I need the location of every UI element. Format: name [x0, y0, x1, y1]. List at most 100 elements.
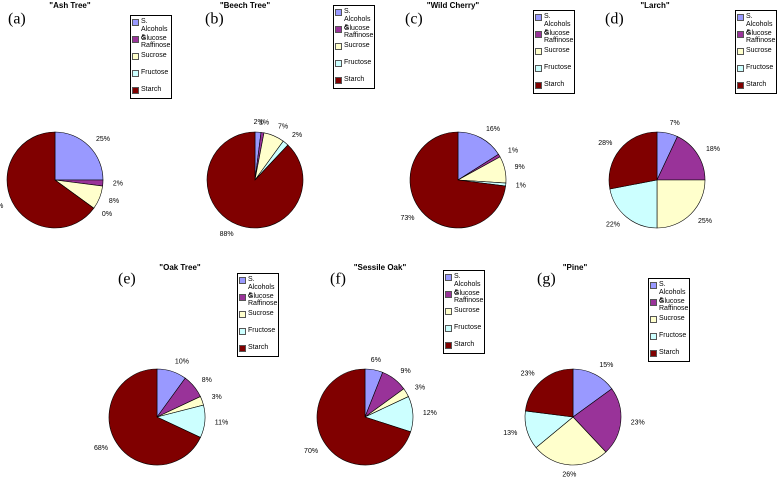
data-label: 23% — [631, 419, 645, 426]
pie-slice — [108, 368, 201, 466]
data-label: 0% — [102, 211, 112, 218]
legend-item: Glucose — [650, 298, 688, 315]
legend-swatch — [132, 70, 139, 77]
legend-item: S. Alcohols & Raffinose — [445, 273, 483, 304]
legend-item: Fructose — [132, 69, 170, 86]
legend-swatch — [335, 9, 342, 16]
legend-item: Fructose — [650, 332, 688, 349]
legend-swatch — [650, 333, 657, 340]
legend-label: Fructose — [746, 64, 774, 71]
legend-item: Fructose — [737, 64, 775, 81]
legend-item: S. Alcohols & Raffinose — [132, 18, 170, 49]
legend: S. Alcohols & Raffinose Glucose Sucrose Fru… — [735, 10, 777, 94]
data-label: 11% — [215, 419, 229, 426]
pie-slice — [656, 179, 706, 229]
legend-label: Glucose — [344, 25, 370, 32]
pie-slice — [608, 131, 658, 190]
legend-item: Fructose — [239, 327, 277, 344]
data-label: 25% — [96, 136, 110, 143]
legend-swatch — [737, 14, 744, 21]
legend-label: Fructose — [454, 324, 482, 331]
pie-slice — [54, 131, 104, 181]
legend-item: Glucose — [535, 30, 573, 47]
data-label: 1% — [516, 182, 526, 189]
pie-chart: "Larch" (d) 7% 18% 25% 22% 28% — [598, 1, 720, 228]
pie-slice — [572, 388, 622, 453]
data-label: 15% — [599, 362, 613, 369]
legend-label: Starch — [454, 341, 475, 348]
data-label: 12% — [423, 410, 437, 417]
pie-slice — [525, 368, 574, 418]
legend-label: Fructose — [248, 327, 276, 334]
legend-item: S. Alcohols & Raffinose — [650, 281, 688, 312]
legend-item: Sucrose — [737, 47, 775, 64]
data-label: 6% — [371, 357, 381, 364]
legend-label: Sucrose — [454, 307, 480, 314]
legend-swatch — [239, 328, 246, 335]
data-label: 1% — [508, 147, 518, 154]
legend-swatch — [535, 48, 542, 55]
pie-chart: "Sessile Oak" (f) 6% 9% 3% 12% 70% — [304, 263, 437, 466]
data-label: 23% — [521, 370, 535, 377]
data-label: 65% — [0, 203, 3, 210]
legend-label: Sucrose — [746, 47, 772, 54]
legend-swatch — [335, 60, 342, 67]
legend-swatch — [445, 274, 452, 281]
legend-item: Sucrose — [650, 315, 688, 332]
legend-swatch — [737, 48, 744, 55]
pie-slice — [6, 131, 95, 229]
data-label: 3% — [212, 394, 222, 401]
panel-label: (f) — [330, 271, 346, 288]
panel-label: (e) — [118, 271, 136, 288]
legend-label: S. Alcohols & Raffinose — [248, 276, 278, 307]
legend-label: S. Alcohols & Raffinose — [141, 18, 171, 49]
legend-swatch — [335, 77, 342, 84]
legend-swatch — [650, 350, 657, 357]
legend-swatch — [535, 82, 542, 89]
legend: S. Alcohols & Raffinose Glucose Sucrose Fru… — [443, 270, 485, 354]
pie-slice — [535, 416, 607, 466]
chart-title: "Beech Tree" — [220, 1, 270, 10]
chart-title: "Oak Tree" — [159, 263, 201, 272]
data-label: 70% — [304, 448, 318, 455]
legend: S. Alcohols & Raffinose Glucose Sucrose Fru… — [648, 278, 690, 362]
chart-title: "Sessile Oak" — [354, 263, 407, 272]
pie-chart: "Ash Tree" (a) 25% 2% 8% 0% 65% — [0, 1, 123, 229]
chart-title: "Ash Tree" — [49, 1, 91, 10]
legend-item: Starch — [737, 81, 775, 98]
legend-swatch — [650, 282, 657, 289]
data-label: 7% — [278, 124, 288, 131]
legend-item: S. Alcohols & Raffinose — [535, 13, 573, 44]
data-label: 28% — [598, 140, 612, 147]
legend-swatch — [445, 308, 452, 315]
data-label: 3% — [415, 384, 425, 391]
legend-item: Fructose — [535, 64, 573, 81]
legend-item: Fructose — [335, 59, 373, 76]
data-label: 2% — [292, 132, 302, 139]
legend-swatch — [132, 36, 139, 43]
legend-label: Fructose — [141, 69, 169, 76]
legend-label: Fructose — [659, 332, 687, 339]
legend-item: Glucose — [445, 290, 483, 307]
legend-swatch — [535, 65, 542, 72]
data-label: 25% — [698, 218, 712, 225]
legend-swatch — [445, 325, 452, 332]
legend-label: Sucrose — [544, 47, 570, 54]
legend-swatch — [335, 43, 342, 50]
legend-label: Sucrose — [344, 42, 370, 49]
legend-label: Fructose — [544, 64, 572, 71]
legend-label: Glucose — [141, 35, 167, 42]
legend-label: Starch — [659, 349, 680, 356]
pie-chart: "Beech Tree"(b)2%1%7%2%88% — [205, 1, 304, 238]
data-label: 8% — [202, 377, 212, 384]
legend-item: S. Alcohols & Raffinose — [239, 276, 277, 307]
legend-label: S. Alcohols & Raffinose — [544, 13, 574, 44]
pie-chart: "Pine" (g) 15% 23% 26% 13% 23% — [503, 263, 644, 479]
data-label: 13% — [503, 430, 517, 437]
legend-item: Starch — [650, 349, 688, 366]
legend-swatch — [132, 87, 139, 94]
data-label: 2% — [113, 180, 123, 187]
legend-swatch — [239, 294, 246, 301]
data-label: 2% — [254, 119, 264, 126]
legend-label: Starch — [248, 344, 269, 351]
